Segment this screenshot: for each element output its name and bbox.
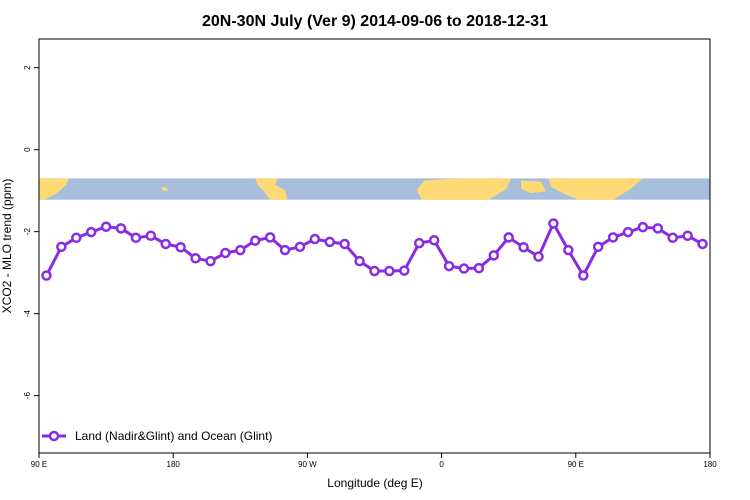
land-mexico (255, 178, 288, 200)
data-point (145, 230, 157, 242)
x-tick-label: 180 (703, 460, 717, 469)
data-point (697, 238, 708, 250)
data-point (622, 226, 634, 238)
data-point (115, 223, 127, 234)
data-point (41, 270, 52, 281)
data-point (533, 251, 544, 262)
data-point (548, 218, 559, 229)
y-tick-label: -4 (23, 310, 32, 318)
x-tick-label: 90 W (298, 460, 317, 469)
y-axis: 2 0 -2 -4 -6 (23, 65, 39, 399)
x-tick-label: 90 E (568, 460, 584, 469)
map-ocean (39, 178, 710, 200)
series-layer (41, 218, 708, 281)
x-tick-label: 90 E (31, 460, 47, 469)
data-point (220, 247, 231, 259)
legend: Land (Nadir&Glint) and Ocean (Glint) (42, 429, 272, 443)
world-map-strip (39, 178, 710, 200)
data-point (294, 241, 306, 253)
y-tick-label: -6 (23, 392, 32, 400)
data-point (458, 263, 470, 274)
data-point (264, 232, 276, 243)
data-point (85, 226, 97, 238)
data-point (235, 244, 246, 256)
data-point (160, 238, 171, 250)
data-point (413, 237, 425, 249)
x-axis: 90 E 180 90 W 0 90 E 180 (31, 453, 717, 469)
data-point (100, 221, 112, 232)
data-point (563, 244, 574, 256)
y-tick-label: -2 (23, 228, 32, 236)
land-hawaii (160, 186, 169, 192)
legend-entry-label: Land (Nadir&Glint) and Ocean (Glint) (75, 429, 272, 443)
data-point (667, 232, 678, 244)
data-point (443, 260, 455, 272)
data-point (488, 250, 500, 261)
data-point (130, 232, 142, 244)
data-point (682, 230, 693, 242)
data-point (607, 232, 619, 243)
data-point (354, 255, 365, 267)
data-point (369, 265, 380, 277)
land-africa (416, 178, 512, 200)
data-point (592, 241, 604, 253)
x-axis-label: Longitude (deg E) (327, 476, 422, 490)
data-point (190, 253, 201, 264)
chart-title: 20N-30N July (Ver 9) 2014-09-06 to 2018-… (202, 13, 548, 30)
land-india (548, 178, 643, 200)
data-point (503, 232, 514, 243)
data-point (578, 270, 589, 281)
y-axis-label: XCO2 - MLO trend (ppm) (0, 179, 14, 314)
data-point (324, 236, 336, 248)
data-point (339, 238, 350, 250)
y-tick-label: 2 (23, 65, 32, 70)
x-tick-label: 0 (439, 460, 444, 469)
data-point (175, 241, 186, 253)
data-point (399, 265, 410, 276)
legend-marker (48, 430, 60, 442)
data-point (637, 221, 649, 233)
data-point (205, 255, 216, 267)
plot-frame (38, 38, 711, 454)
data-point (518, 241, 529, 253)
land-asia (39, 178, 69, 200)
x-tick-label: 180 (167, 460, 181, 469)
data-point (71, 232, 82, 244)
data-point (279, 244, 291, 256)
data-point (249, 235, 261, 246)
y-tick-label: 0 (23, 147, 32, 152)
data-point (652, 223, 664, 234)
data-point (473, 262, 485, 274)
data-point (56, 241, 67, 253)
data-point (428, 235, 440, 246)
data-point (384, 265, 395, 277)
land-arabia (521, 180, 546, 194)
data-point (309, 233, 321, 245)
